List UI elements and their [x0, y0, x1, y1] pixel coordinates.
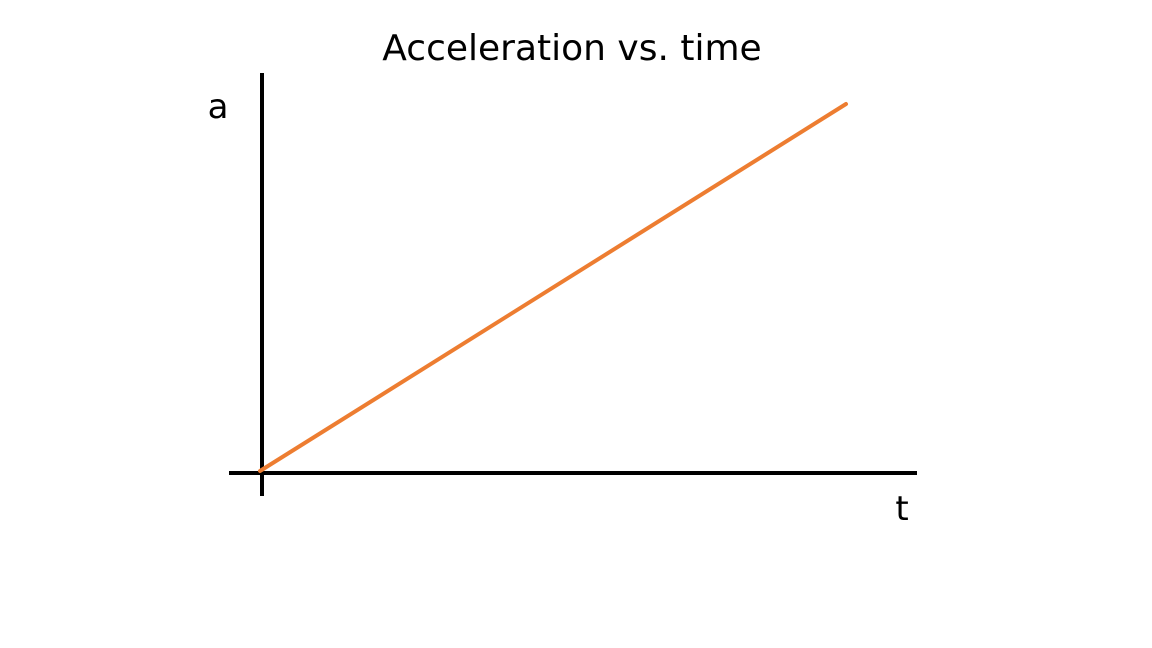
x-axis-label: t	[895, 489, 908, 529]
y-axis-label: a	[208, 87, 229, 127]
series-line-0	[258, 102, 848, 473]
chart-title: Acceleration vs. time	[382, 28, 761, 69]
series-layer	[258, 102, 848, 473]
